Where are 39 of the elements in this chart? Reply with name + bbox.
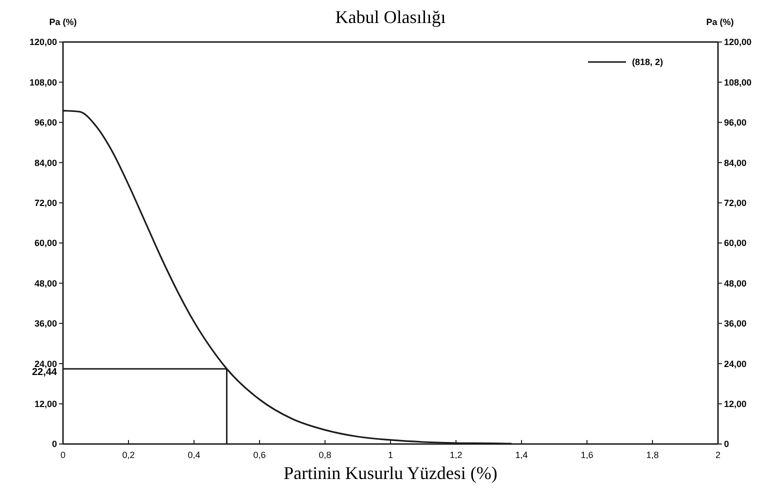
x-tick-label: 2 (715, 450, 721, 460)
y2-tick-label: 24,00 (724, 358, 747, 369)
y-tick-label: 12,00 (34, 398, 57, 409)
y-axis-title: Pa (%) (49, 17, 77, 27)
x-tick-label: 1,2 (450, 450, 462, 460)
y-tick-label: 84,00 (34, 158, 57, 168)
y-tick-label: 72,00 (34, 198, 57, 208)
x-tick-label: 1 (388, 450, 394, 460)
x-tick-label: 0,8 (318, 450, 332, 460)
x-tick-label: 1,8 (646, 450, 659, 460)
y2-tick-label: 0 (724, 439, 730, 450)
y-tick-label: 24,00 (34, 358, 57, 369)
y2-tick-label: 120,00 (724, 37, 752, 48)
x-tick-label: 0,6 (253, 450, 266, 460)
y-tick-label: 120,00 (29, 37, 57, 48)
y-tick-label: 60,00 (34, 238, 57, 248)
y-tick-label: 48,00 (34, 278, 57, 288)
y2-tick-label: 48,00 (724, 278, 747, 288)
x-axis-title: Partinin Kusurlu Yüzdesi (%) (284, 463, 498, 483)
y-tick-label: 0 (52, 439, 57, 450)
legend-label: (818, 2) (632, 57, 664, 68)
y2-tick-label: 36,00 (724, 318, 747, 329)
x-tick-label: 0,2 (122, 450, 135, 460)
chart-title: Kabul Olasılığı (335, 7, 446, 27)
y2-tick-label: 60,00 (724, 238, 747, 248)
x-tick-label: 0,4 (188, 450, 200, 460)
y-tick-label: 96,00 (34, 118, 57, 128)
y2-tick-label: 72,00 (724, 198, 747, 208)
ref-line-label: 22,44 (32, 366, 58, 378)
y2-axis-title: Pa (%) (706, 17, 734, 27)
y2-tick-label: 96,00 (724, 118, 747, 128)
y-tick-label: 36,00 (34, 318, 57, 329)
y2-tick-label: 108,00 (724, 77, 752, 88)
x-tick-label: 1,6 (580, 450, 594, 460)
y-tick-label: 108,00 (29, 77, 57, 88)
x-tick-label: 1,4 (515, 450, 528, 460)
x-tick-label: 0 (60, 450, 66, 460)
y2-tick-label: 12,00 (724, 398, 747, 409)
y2-tick-label: 84,00 (724, 158, 747, 168)
